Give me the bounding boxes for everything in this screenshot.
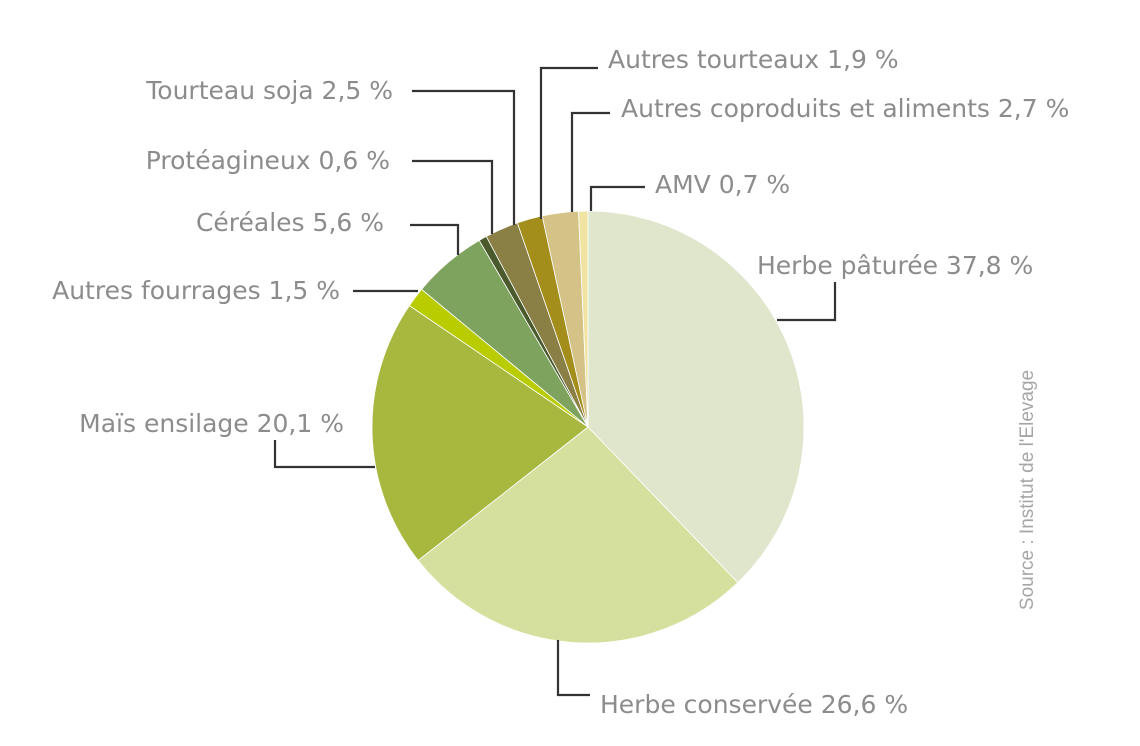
pie-slices <box>371 210 805 644</box>
slice-label-mais-ensilage: Maïs ensilage 20,1 % <box>79 409 344 438</box>
slice-label-amv: AMV 0,7 % <box>655 170 790 199</box>
source-note: Source : Institut de l'Elevage <box>1017 370 1038 610</box>
leader-line-amv <box>589 185 645 211</box>
slice-label-autres-tourteaux: Autres tourteaux 1,9 % <box>608 45 899 74</box>
leader-line-tourteau-soja <box>412 89 516 225</box>
slice-label-cereales: Céréales 5,6 % <box>196 208 384 237</box>
slice-label-herbe-paturee: Herbe pâturée 37,8 % <box>757 251 1033 280</box>
leader-line-herbe-paturee <box>777 282 837 322</box>
slice-label-autres-coproduits: Autres coproduits et aliments 2,7 % <box>621 94 1069 123</box>
leader-line-proteagineux <box>412 159 494 234</box>
leader-line-autres-coproduits <box>570 111 610 212</box>
pie-slice-amv <box>578 210 589 428</box>
pie-slice-herbe-paturee <box>587 210 805 584</box>
leader-line-autres-tourteaux <box>539 66 598 219</box>
leader-line-cereales <box>410 223 460 255</box>
pie-slice-herbe-conservee <box>417 426 739 644</box>
slice-labels: Herbe pâturée 37,8 % Herbe conservée 26,6… <box>52 45 1069 719</box>
slice-label-autres-fourrages: Autres fourrages 1,5 % <box>52 276 340 305</box>
slice-label-herbe-conservee: Herbe conservée 26,6 % <box>600 690 908 719</box>
leader-line-mais-ensilage <box>273 440 375 469</box>
leader-line-herbe-conservee <box>556 640 590 697</box>
pie-slice-mais-ensilage <box>371 305 589 562</box>
leader-lines <box>273 66 837 697</box>
slice-label-proteagineux: Protéagineux 0,6 % <box>146 146 390 175</box>
slice-label-tourteau-soja: Tourteau soja 2,5 % <box>145 76 393 105</box>
